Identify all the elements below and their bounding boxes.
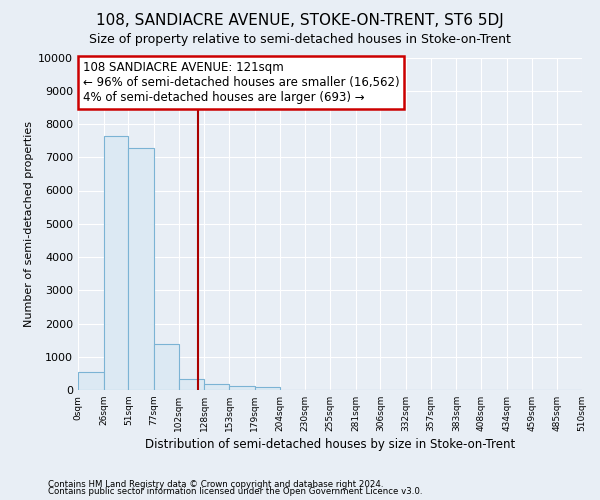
Bar (255, 387, 280, 390)
Y-axis label: Number of semi-detached properties: Number of semi-detached properties (24, 120, 34, 327)
Text: Contains public sector information licensed under the Open Government Licence v3: Contains public sector information licen… (48, 488, 422, 496)
Bar (205, 384, 229, 390)
Text: Size of property relative to semi-detached houses in Stoke-on-Trent: Size of property relative to semi-detach… (89, 32, 511, 46)
X-axis label: Distribution of semi-detached houses by size in Stoke-on-Trent: Distribution of semi-detached houses by … (145, 438, 515, 451)
Bar (128, 148, 154, 390)
Text: Contains HM Land Registry data © Crown copyright and database right 2024.: Contains HM Land Registry data © Crown c… (48, 480, 383, 489)
Bar (154, 344, 179, 390)
Text: 108, SANDIACRE AVENUE, STOKE-ON-TRENT, ST6 5DJ: 108, SANDIACRE AVENUE, STOKE-ON-TRENT, S… (96, 12, 504, 28)
Bar (104, 136, 128, 390)
Bar (78, 372, 104, 390)
Bar (179, 379, 205, 390)
Bar (229, 386, 255, 390)
Text: 108 SANDIACRE AVENUE: 121sqm
← 96% of semi-detached houses are smaller (16,562)
: 108 SANDIACRE AVENUE: 121sqm ← 96% of se… (83, 61, 400, 104)
